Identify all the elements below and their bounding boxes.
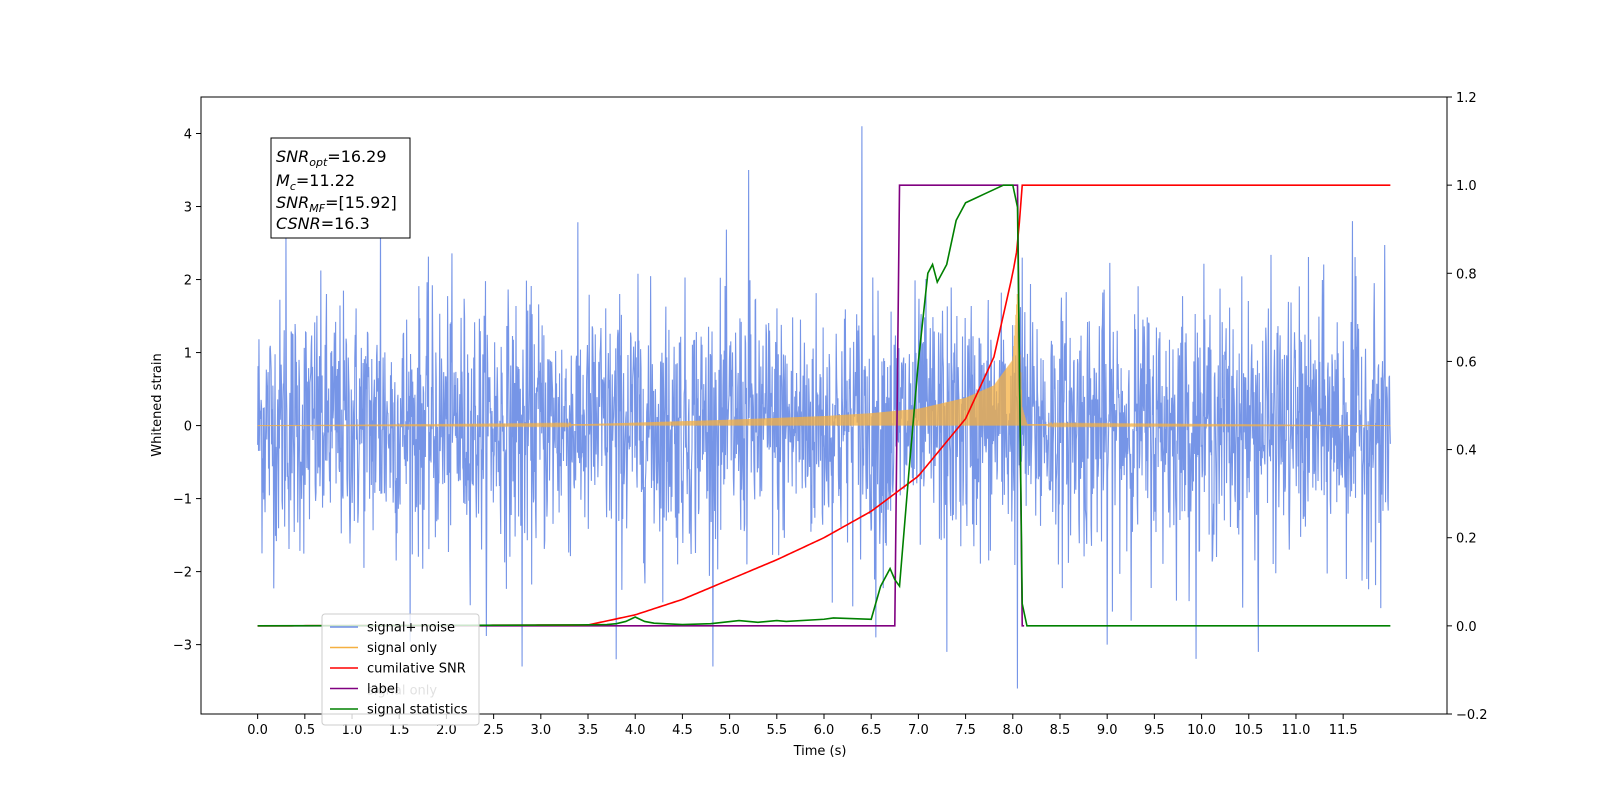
x-tick-label: 1.0 [342,723,363,738]
y-axis-right-ticks: −0.2 0.0 0.2 0.4 0.6 0.8 1.0 1.2 [1447,91,1488,723]
x-tick-label: 2.5 [483,723,504,738]
x-tick-label: 7.0 [908,723,929,738]
y-left-tick-label: 2 [184,274,192,289]
y-axis-left-label: Whitened strain [150,353,165,456]
y-right-tick-label: 1.2 [1456,91,1477,106]
legend-entry-label: signal+ noise [367,621,455,636]
x-tick-label: 9.5 [1144,723,1165,738]
x-tick-label: 9.0 [1097,723,1118,738]
x-tick-label: 4.0 [625,723,646,738]
legend-entry-label: cumilative SNR [367,662,466,677]
y-left-tick-label: −1 [173,493,192,508]
x-tick-label: 7.5 [955,723,976,738]
x-tick-label: 8.5 [1050,723,1071,738]
y-left-tick-label: 3 [184,201,192,216]
y-right-tick-label: −0.2 [1456,708,1488,723]
x-tick-label: 3.0 [530,723,551,738]
x-tick-label: 6.0 [814,723,835,738]
y-left-tick-label: −2 [173,566,192,581]
y-right-tick-label: 0.2 [1456,532,1477,547]
y-right-tick-label: 1.0 [1456,179,1477,194]
snr-mf-text: SNRMF=[15.92] [276,193,397,215]
x-tick-label: 11.0 [1281,723,1310,738]
series-signal-only [257,293,1391,428]
x-tick-label: 10.5 [1234,723,1263,738]
x-tick-label: 11.5 [1329,723,1358,738]
signal-plus-noise-line [257,126,1391,689]
x-tick-label: 5.0 [719,723,740,738]
snr-opt-text: SNRopt=16.29 [276,147,387,169]
x-tick-label: 6.5 [861,723,882,738]
stats-annotation-box: SNRopt=16.29 Mc=11.22 SNRMF=[15.92] CSNR… [270,137,411,239]
mc-text: Mc=11.22 [276,171,355,193]
x-tick-label: 2.0 [436,723,457,738]
x-tick-label: 4.5 [672,723,693,738]
y-right-tick-label: 0.0 [1456,620,1477,635]
x-tick-label: 0.5 [294,723,315,738]
label-line [257,184,1025,627]
y-left-tick-label: 4 [184,128,192,143]
signal-statistics-line [257,184,1391,627]
legend-entry-label: signal statistics [367,703,468,718]
x-axis-ticks: 0.0 0.5 1.0 1.5 2.0 2.5 3.0 3.5 4.0 4.5 5.0 5.5 6.0 6… [247,714,1358,738]
series-signal-plus-noise [257,126,1391,689]
y-left-tick-label: 1 [184,347,192,362]
y-axis-left-ticks: −3 −2 −1 0 1 2 3 4 [173,128,201,654]
csnr-text: CSNR=16.3 [276,214,370,233]
signal-only-line [257,293,1391,428]
y-right-tick-label: 0.6 [1456,355,1477,370]
x-tick-label: 5.5 [766,723,787,738]
y-left-tick-label: 0 [184,420,192,435]
legend-entry-label: signal only [367,641,437,656]
legend-ghost-label: signal only [367,684,437,699]
x-tick-label: 0.0 [247,723,268,738]
x-tick-label: 1.5 [389,723,410,738]
x-tick-label: 8.0 [1002,723,1023,738]
y-right-tick-label: 0.8 [1456,267,1477,282]
x-tick-label: 10.0 [1187,723,1216,738]
x-tick-label: 3.5 [578,723,599,738]
y-right-tick-label: 0.4 [1456,444,1477,459]
legend: signal+ noise signal only cumilative SNR la… [321,613,480,726]
legend-entry-label: label [367,682,398,697]
x-axis-label: Time (s) [793,744,847,759]
y-left-tick-label: −3 [173,639,192,654]
